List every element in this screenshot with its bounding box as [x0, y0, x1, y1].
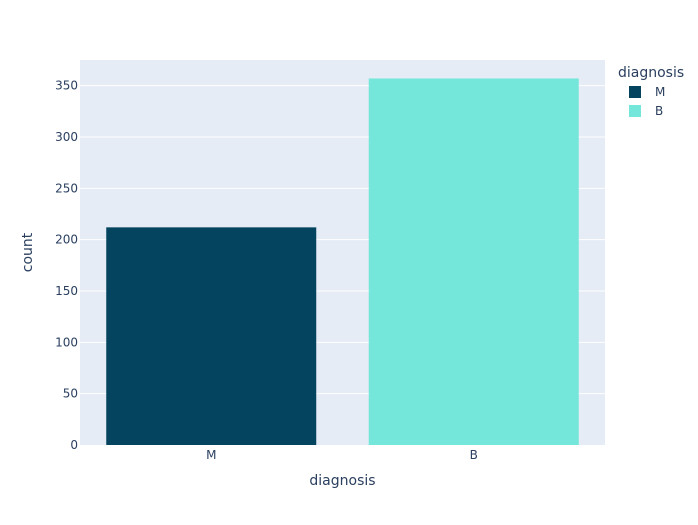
y-tick-label: 200 [55, 233, 78, 247]
x-tick-label: B [470, 448, 478, 462]
legend-item-M[interactable]: M [629, 85, 665, 99]
y-tick-label: 0 [70, 438, 78, 452]
legend-label: M [655, 85, 665, 99]
y-tick-label: 300 [55, 130, 78, 144]
bars [106, 78, 579, 445]
legend-title: diagnosis [618, 65, 684, 81]
legend[interactable]: diagnosis MB [618, 65, 684, 118]
x-axis-title: diagnosis [309, 473, 375, 489]
x-tick-label: M [206, 448, 216, 462]
y-tick-label: 250 [55, 181, 78, 195]
y-axis-title: count [20, 232, 36, 272]
y-tick-label: 150 [55, 284, 78, 298]
legend-label: B [655, 104, 663, 118]
legend-swatch [629, 105, 641, 117]
legend-item-B[interactable]: B [629, 104, 663, 118]
y-tick-label: 100 [55, 335, 78, 349]
legend-items[interactable]: MB [629, 85, 665, 118]
y-tick-label: 50 [63, 387, 78, 401]
bar-B[interactable] [368, 78, 579, 445]
y-axis-ticks: 0 50 100 150 200 250 300 350 [55, 79, 78, 452]
y-tick-label: 350 [55, 79, 78, 93]
legend-swatch [629, 86, 641, 98]
bar-M[interactable] [106, 227, 317, 445]
